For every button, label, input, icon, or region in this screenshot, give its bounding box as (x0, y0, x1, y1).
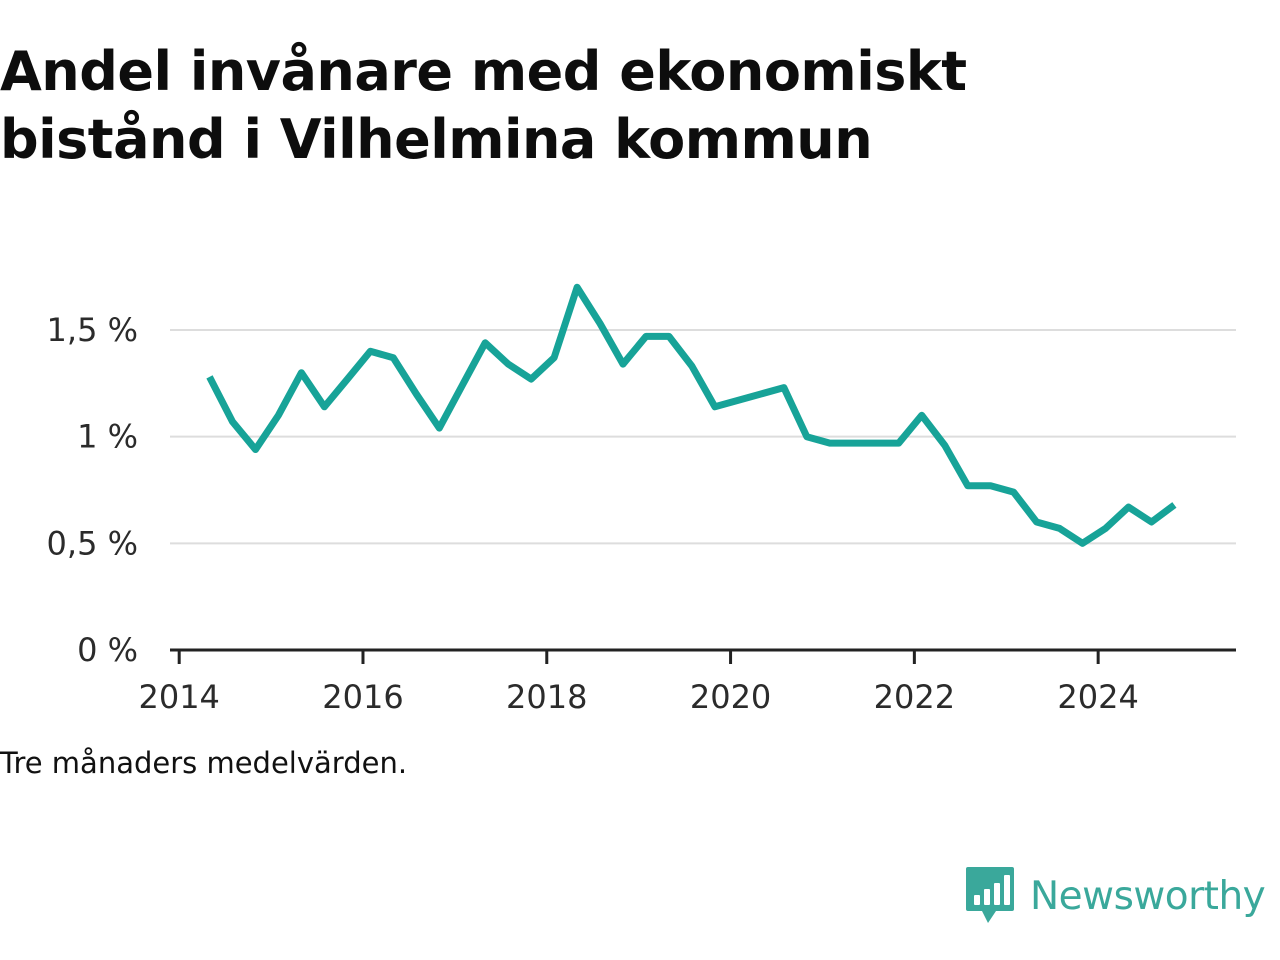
data-point (988, 483, 994, 489)
y-tick-label: 1 % (77, 418, 138, 456)
data-point (873, 440, 879, 446)
data-point (781, 385, 787, 391)
x-tick-label: 2022 (874, 678, 955, 716)
data-point (390, 355, 396, 361)
data-point (482, 340, 488, 346)
chart-footnote: Tre månaders medelvärden. (0, 746, 408, 780)
data-point (1149, 519, 1155, 525)
data-point (689, 363, 695, 369)
data-point (827, 440, 833, 446)
data-point (919, 412, 925, 418)
data-point (1034, 519, 1040, 525)
data-point (551, 355, 557, 361)
data-point (965, 483, 971, 489)
data-point (367, 348, 373, 354)
data-point (1057, 525, 1063, 531)
x-axis (170, 648, 1236, 664)
data-point (597, 321, 603, 327)
chart-title: Andel invånare med ekonomiskt bistånd i … (0, 40, 967, 171)
data-point (758, 391, 764, 397)
y-tick-label: 0 % (77, 631, 138, 669)
data-point (942, 442, 948, 448)
data-point (712, 404, 718, 410)
x-axis-labels: 2014 2016 2018 2020 2022 2024 (138, 678, 1138, 716)
data-point (528, 376, 534, 382)
data-point (413, 391, 419, 397)
series-group (206, 283, 1177, 547)
data-point (459, 383, 465, 389)
data-point (230, 419, 236, 425)
data-point (1103, 525, 1109, 531)
x-tick-label: 2024 (1057, 678, 1138, 716)
y-axis-labels: 0 % 0,5 % 1 % 1,5 % (47, 311, 138, 669)
data-point (275, 412, 281, 418)
line-chart: 0 % 0,5 % 1 % 1,5 % 2014 2016 2018 2020 2022 202… (47, 283, 1236, 716)
data-point (620, 361, 626, 367)
data-point (344, 376, 350, 382)
brand-logo[interactable]: Newsworthy (964, 864, 1266, 928)
data-point (207, 374, 213, 380)
data-point (1171, 502, 1177, 508)
data-point (1126, 504, 1132, 510)
data-point (298, 370, 304, 376)
data-point (643, 333, 649, 339)
x-tick-label: 2016 (322, 678, 403, 716)
gridlines (170, 329, 1236, 545)
x-tick-label: 2020 (690, 678, 771, 716)
x-tick-label: 2018 (506, 678, 587, 716)
data-point (574, 284, 580, 290)
data-point (1011, 489, 1017, 495)
data-point (253, 447, 259, 453)
data-point (436, 425, 442, 431)
data-point (850, 440, 856, 446)
data-point (1080, 540, 1086, 546)
series-line (206, 283, 1177, 547)
y-tick-label: 0,5 % (47, 524, 138, 562)
data-point (505, 361, 511, 367)
data-point (896, 440, 902, 446)
data-point (804, 434, 810, 440)
newsworthy-bar-chart-logo-icon (966, 867, 1014, 923)
data-point (666, 333, 672, 339)
data-point (735, 397, 741, 403)
y-tick-label: 1,5 % (47, 311, 138, 349)
x-tick-label: 2014 (138, 678, 219, 716)
data-point (321, 404, 327, 410)
brand-name: Newsworthy (1030, 873, 1266, 919)
